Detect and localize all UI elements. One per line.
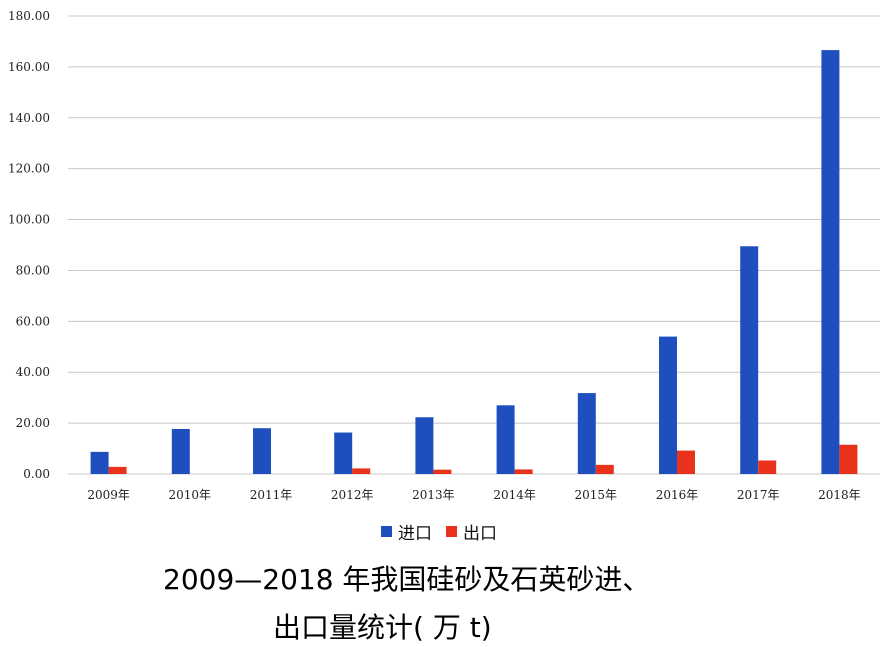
bar-import <box>90 451 109 474</box>
y-tick-label: 80.00 <box>16 263 50 277</box>
legend-swatch-export <box>446 525 457 537</box>
x-tick-label: 2010年 <box>169 488 212 502</box>
x-tick-label: 2015年 <box>575 488 618 502</box>
legend-label-import: 进口 <box>398 523 432 544</box>
legend-item-import: 进口 <box>381 519 432 544</box>
figure-caption-line-1: 2009—2018 年我国硅砂及石英砂进、 <box>163 563 651 596</box>
x-tick-label: 2009年 <box>87 488 130 502</box>
bar-export <box>108 466 127 474</box>
x-tick-label: 2012年 <box>331 488 374 502</box>
y-tick-label: 180.00 <box>8 9 50 23</box>
bar-export <box>839 444 858 474</box>
x-tick-label: 2018年 <box>818 488 861 502</box>
bar-import <box>821 50 840 475</box>
bar-import <box>740 246 759 474</box>
x-tick-label: 2017年 <box>737 488 780 502</box>
bar-export <box>352 468 371 474</box>
legend-label-export: 出口 <box>463 523 497 544</box>
bar-import <box>334 432 353 474</box>
y-tick-label: 20.00 <box>16 416 50 430</box>
y-tick-label: 100.00 <box>8 213 50 227</box>
bar-export <box>514 469 533 474</box>
legend: 进口 出口 <box>381 519 511 544</box>
bar-import <box>171 428 190 474</box>
legend-swatch-import <box>381 525 392 537</box>
y-tick-label: 120.00 <box>8 162 50 176</box>
bar-import <box>577 393 596 474</box>
y-tick-label: 160.00 <box>8 60 50 74</box>
bar-import <box>496 405 515 474</box>
bar-import <box>415 417 434 474</box>
bar-import <box>253 428 271 474</box>
bar-export <box>758 460 777 474</box>
x-tick-label: 2013年 <box>412 488 455 502</box>
bar-import <box>659 336 677 474</box>
x-tick-label: 2011年 <box>250 488 293 502</box>
y-tick-label: 40.00 <box>16 365 50 379</box>
figure-caption-line-2: 出口量统计( 万 t) <box>273 611 492 644</box>
y-tick-label: 0.00 <box>23 467 50 481</box>
y-tick-label: 140.00 <box>8 111 50 125</box>
x-tick-label: 2014年 <box>493 488 536 502</box>
bar-export <box>433 469 452 474</box>
y-tick-label: 60.00 <box>16 314 50 328</box>
legend-item-export: 出口 <box>446 519 497 544</box>
bar-export <box>677 450 695 474</box>
bar-chart-plot: 0.00 20.00 40.00 60.00 80.00 100.00 120.00 140.… <box>8 9 880 502</box>
x-tick-label: 2016年 <box>656 488 699 502</box>
bar-export <box>595 464 614 474</box>
